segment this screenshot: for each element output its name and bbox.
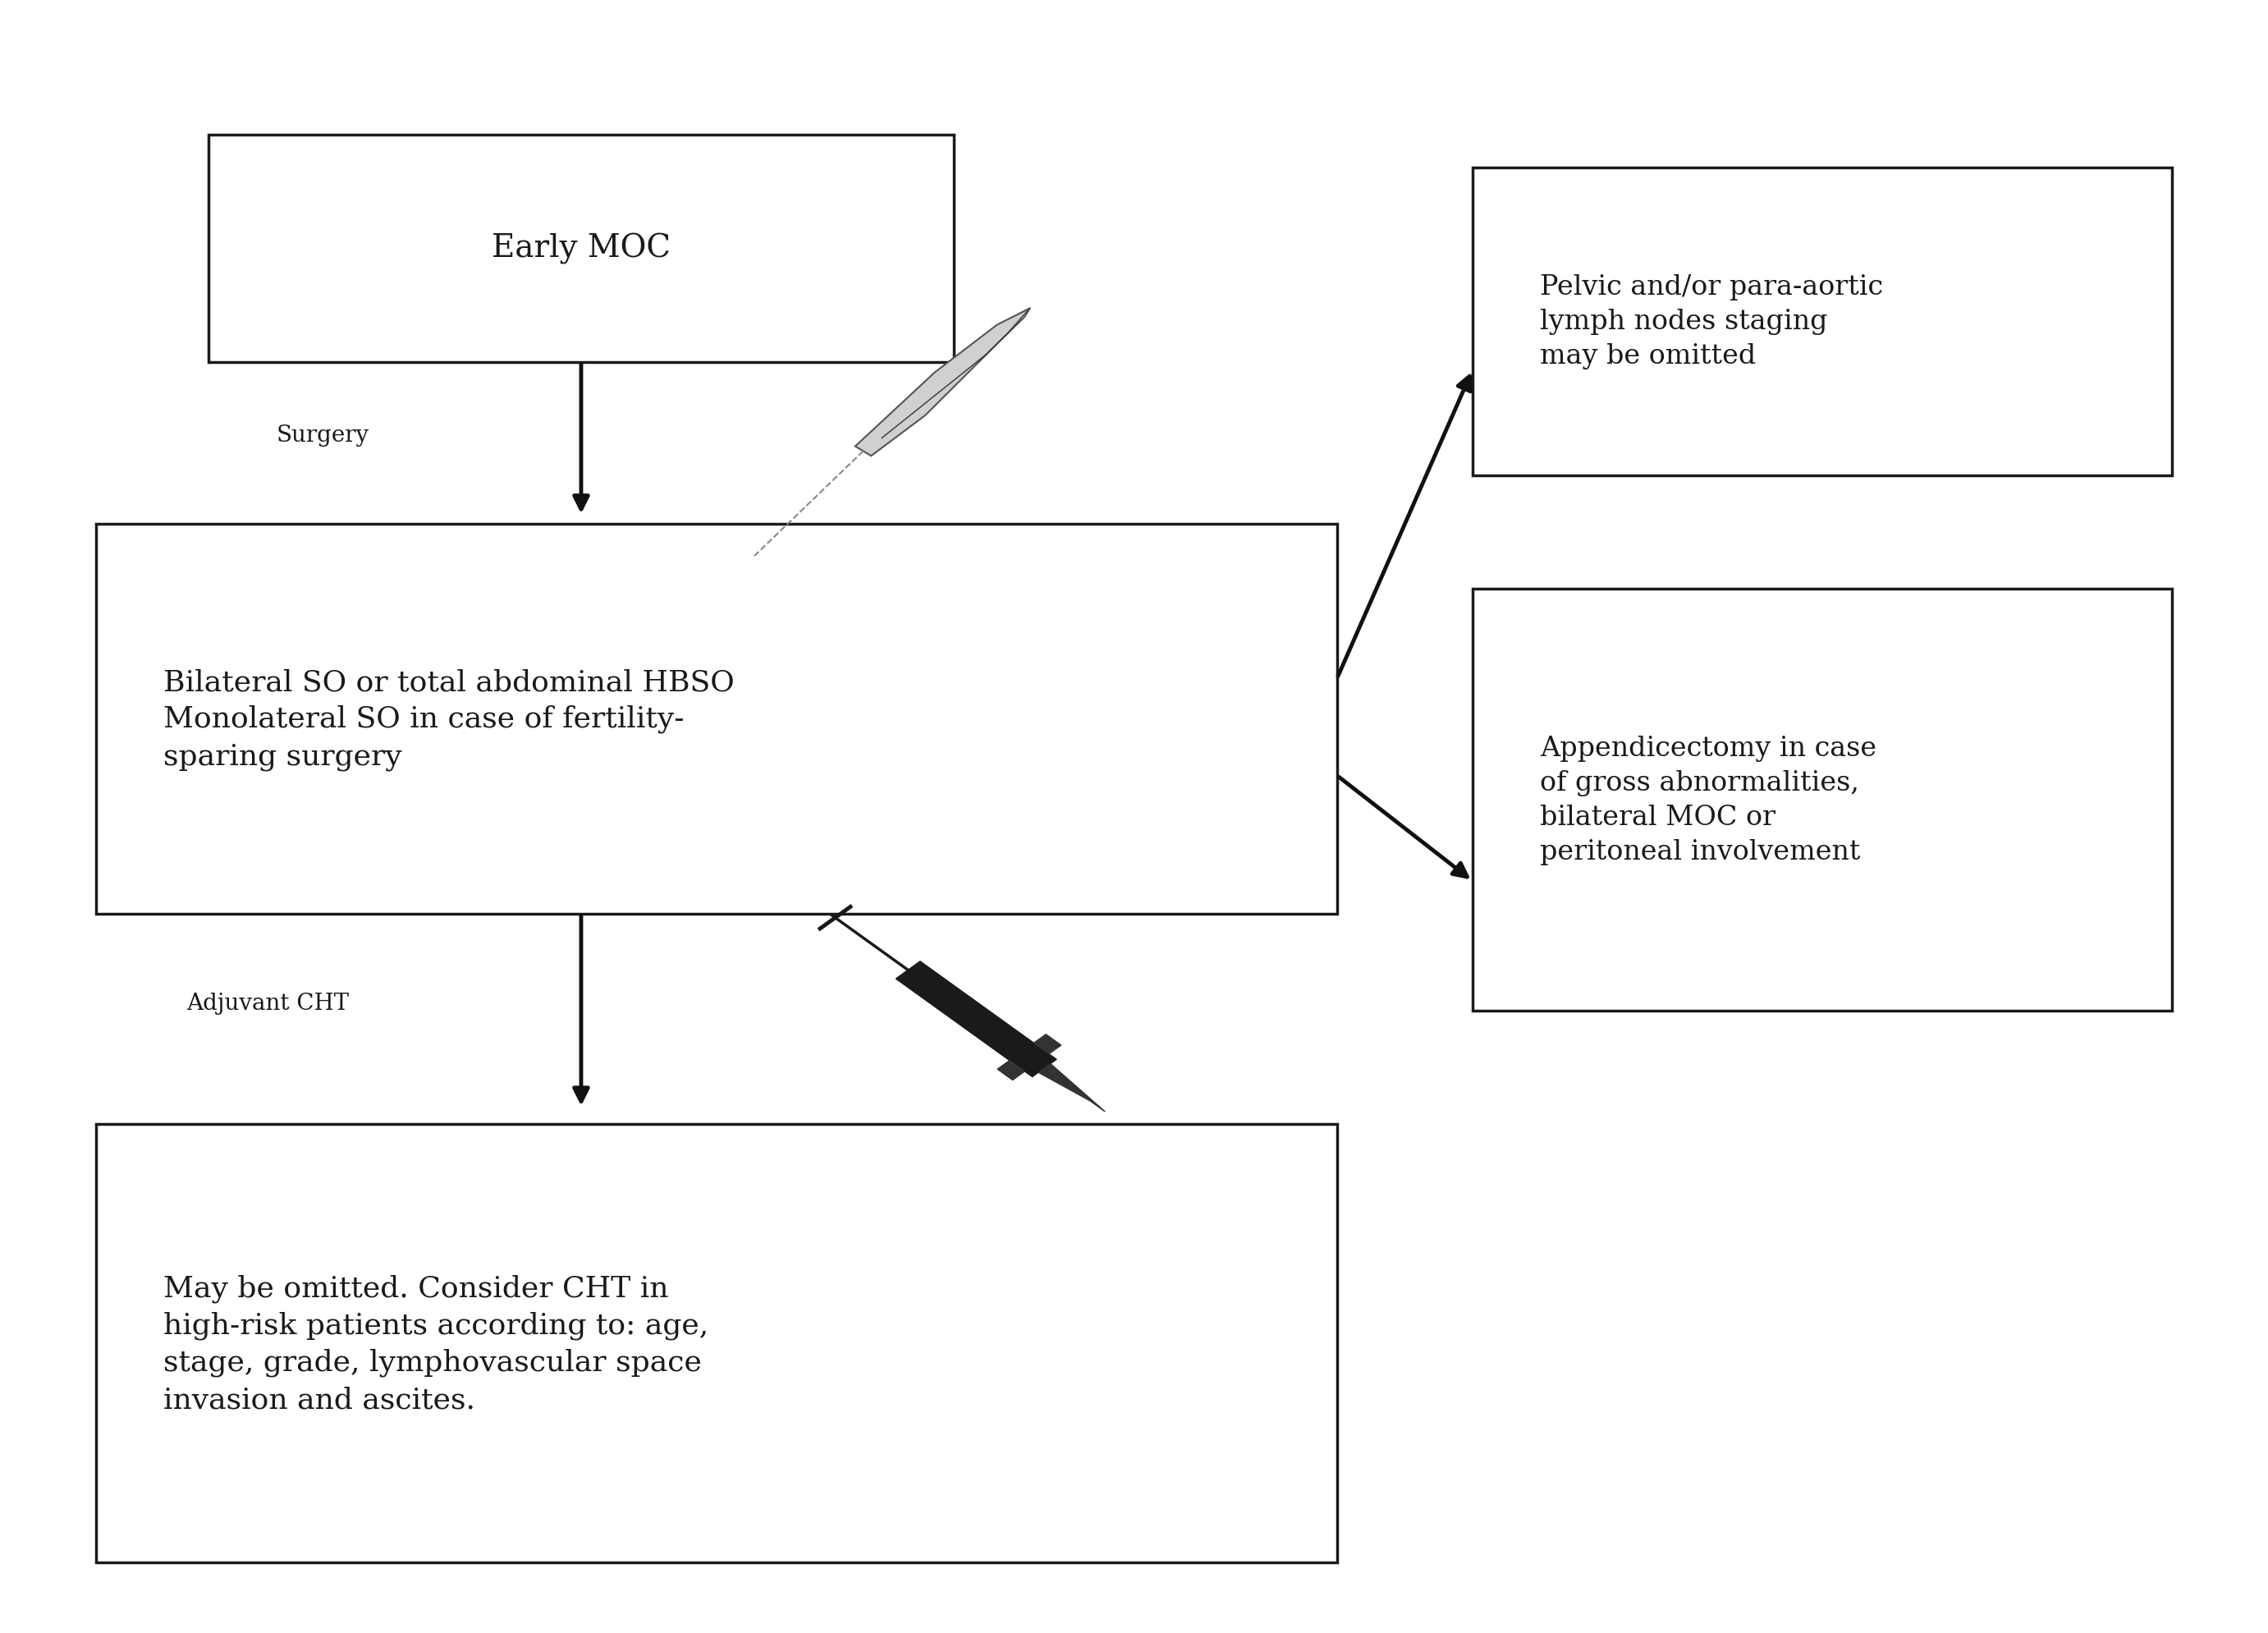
Text: Early MOC: Early MOC	[492, 234, 671, 265]
Text: Appendicectomy in case
of gross abnormalities,
bilateral MOC or
peritoneal invol: Appendicectomy in case of gross abnormal…	[1540, 735, 1878, 865]
FancyBboxPatch shape	[1472, 168, 2173, 475]
Polygon shape	[855, 309, 1030, 457]
FancyBboxPatch shape	[209, 136, 953, 363]
FancyBboxPatch shape	[95, 1125, 1338, 1563]
FancyBboxPatch shape	[1472, 590, 2173, 1011]
Polygon shape	[896, 962, 1057, 1078]
Text: Bilateral SO or total abdominal HBSO
Monolateral SO in case of fertility-
sparin: Bilateral SO or total abdominal HBSO Mon…	[163, 668, 735, 771]
Text: Adjuvant CHT: Adjuvant CHT	[186, 991, 349, 1014]
Text: Pelvic and/or para-aortic
lymph nodes staging
may be omitted: Pelvic and/or para-aortic lymph nodes st…	[1540, 274, 1882, 369]
FancyBboxPatch shape	[95, 524, 1338, 914]
Text: Surgery: Surgery	[277, 425, 370, 446]
Polygon shape	[1039, 1065, 1105, 1112]
Polygon shape	[998, 1061, 1025, 1081]
Text: May be omitted. Consider CHT in
high-risk patients according to: age,
stage, gra: May be omitted. Consider CHT in high-ris…	[163, 1274, 710, 1413]
Polygon shape	[1034, 1035, 1061, 1055]
